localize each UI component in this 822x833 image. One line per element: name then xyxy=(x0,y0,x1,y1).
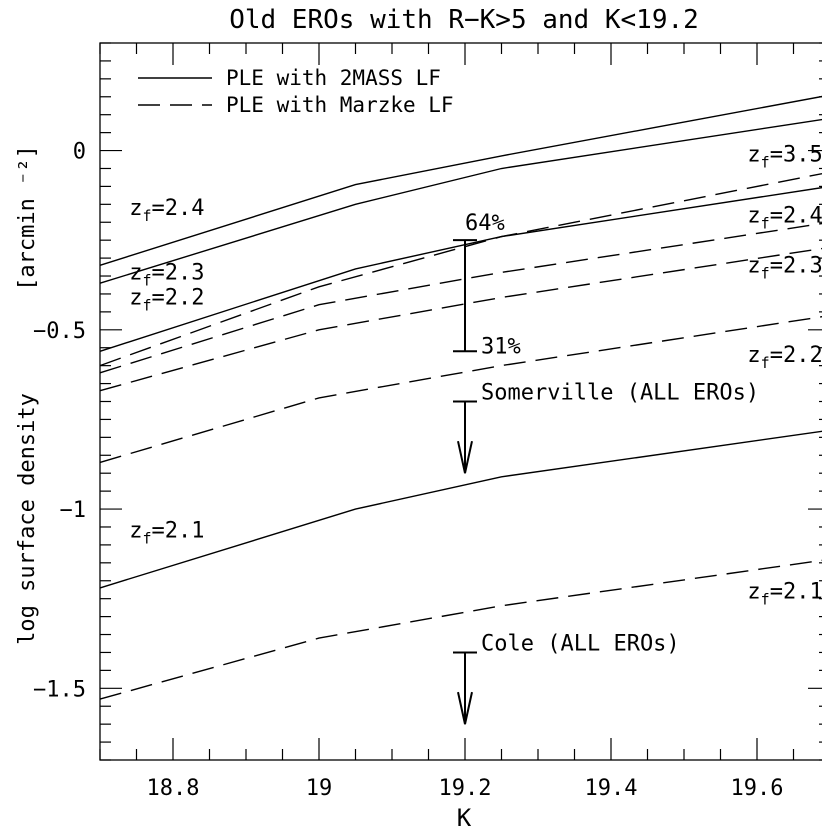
y-tick-label: −1 xyxy=(60,498,87,523)
y-tick-label: 0 xyxy=(73,140,86,165)
legend-label: PLE with Marzke LF xyxy=(226,93,454,117)
series-line xyxy=(99,95,822,266)
curve-label: zf=2.2 xyxy=(129,286,204,315)
y-tick-label: −1.5 xyxy=(33,677,86,702)
curve-label: zf=2.1 xyxy=(747,580,822,609)
series-line xyxy=(99,316,822,464)
curve-label: zf=2.3 xyxy=(747,253,822,282)
curve-label: zf=3.5 xyxy=(747,142,822,171)
chart-title: Old EROs with R−K>5 and K<19.2 xyxy=(229,5,699,35)
range-bar-bottom-label: 31% xyxy=(481,334,521,359)
x-tick-label: 19 xyxy=(306,776,333,801)
legend-label: PLE with 2MASS LF xyxy=(226,66,441,90)
series-line xyxy=(99,559,822,700)
x-tick-label: 19.2 xyxy=(439,776,492,801)
x-tick-label: 19.6 xyxy=(731,776,784,801)
curve-label: zf=2.3 xyxy=(129,261,204,290)
curve-label: zf=2.1 xyxy=(129,519,204,548)
y-axis-unit: [arcmin ⁻²] xyxy=(15,145,40,291)
legend: PLE with 2MASS LF PLE with Marzke LF xyxy=(138,66,454,117)
curves xyxy=(99,95,822,700)
upper-limit-label: Cole (ALL EROs) xyxy=(481,631,680,656)
series-line xyxy=(99,430,822,589)
curve-label: zf=2.4 xyxy=(747,203,822,232)
annotations: 64% 31% Somerville (ALL EROs) Cole (ALL ERO… xyxy=(453,211,759,725)
curve-labels: zf=2.4zf=2.3zf=2.2zf=2.1zf=3.5zf=2.4zf=2… xyxy=(129,142,822,608)
y-axis-label: log surface density xyxy=(15,393,40,645)
arrow-head xyxy=(457,440,473,474)
x-axis-label: K xyxy=(457,804,472,832)
series-line xyxy=(99,118,822,284)
upper-limit-label: Somerville (ALL EROs) xyxy=(481,381,759,406)
series-line xyxy=(99,247,822,392)
range-bar-top-label: 64% xyxy=(465,211,505,236)
x-tick-label: 18.8 xyxy=(147,776,200,801)
x-tick-label: 19.4 xyxy=(585,776,638,801)
curve-label: zf=2.2 xyxy=(747,343,822,372)
curve-label: zf=2.4 xyxy=(129,196,204,225)
series-line xyxy=(99,172,822,367)
y-tick-label: −0.5 xyxy=(33,319,86,344)
series-line xyxy=(99,186,822,352)
axis-ticks: 18.8 19 19.2 19.4 19.6 0 −0.5 −1 −1.5 xyxy=(33,42,822,801)
arrow-head xyxy=(457,691,473,725)
series-line xyxy=(99,222,822,374)
